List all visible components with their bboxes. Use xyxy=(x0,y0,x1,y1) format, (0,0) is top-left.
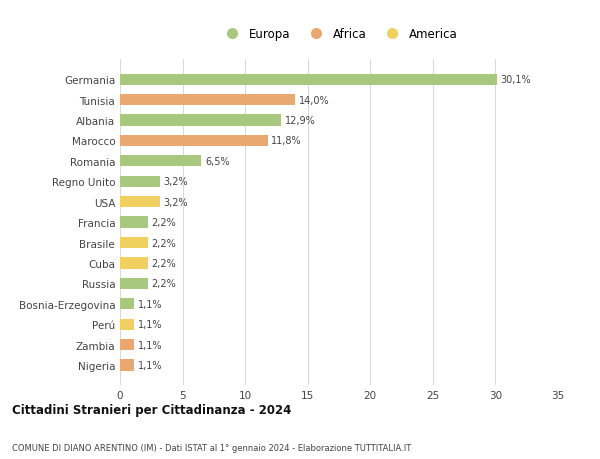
Text: 1,1%: 1,1% xyxy=(137,299,162,309)
Text: 2,2%: 2,2% xyxy=(151,218,176,228)
Bar xyxy=(120,196,160,208)
Text: Cittadini Stranieri per Cittadinanza - 2024: Cittadini Stranieri per Cittadinanza - 2… xyxy=(12,403,292,416)
Bar xyxy=(120,217,148,228)
Bar xyxy=(120,258,148,269)
Bar xyxy=(120,95,295,106)
Legend: Europa, Africa, America: Europa, Africa, America xyxy=(215,23,463,45)
Bar xyxy=(120,298,134,310)
Text: 1,1%: 1,1% xyxy=(137,360,162,370)
Bar xyxy=(120,359,134,371)
Bar xyxy=(120,176,160,187)
Text: 1,1%: 1,1% xyxy=(137,340,162,350)
Text: 11,8%: 11,8% xyxy=(271,136,302,146)
Text: 14,0%: 14,0% xyxy=(299,95,329,106)
Bar xyxy=(120,278,148,289)
Text: 3,2%: 3,2% xyxy=(164,177,188,187)
Text: 1,1%: 1,1% xyxy=(137,319,162,330)
Text: 3,2%: 3,2% xyxy=(164,197,188,207)
Bar xyxy=(120,115,281,126)
Bar xyxy=(120,74,497,86)
Bar xyxy=(120,135,268,147)
Text: 2,2%: 2,2% xyxy=(151,238,176,248)
Bar xyxy=(120,339,134,350)
Text: 12,9%: 12,9% xyxy=(285,116,316,126)
Text: 2,2%: 2,2% xyxy=(151,279,176,289)
Text: 6,5%: 6,5% xyxy=(205,157,230,167)
Bar xyxy=(120,156,202,167)
Text: COMUNE DI DIANO ARENTINO (IM) - Dati ISTAT al 1° gennaio 2024 - Elaborazione TUT: COMUNE DI DIANO ARENTINO (IM) - Dati IST… xyxy=(12,443,411,452)
Bar xyxy=(120,319,134,330)
Text: 30,1%: 30,1% xyxy=(500,75,531,85)
Text: 2,2%: 2,2% xyxy=(151,258,176,269)
Bar xyxy=(120,237,148,249)
